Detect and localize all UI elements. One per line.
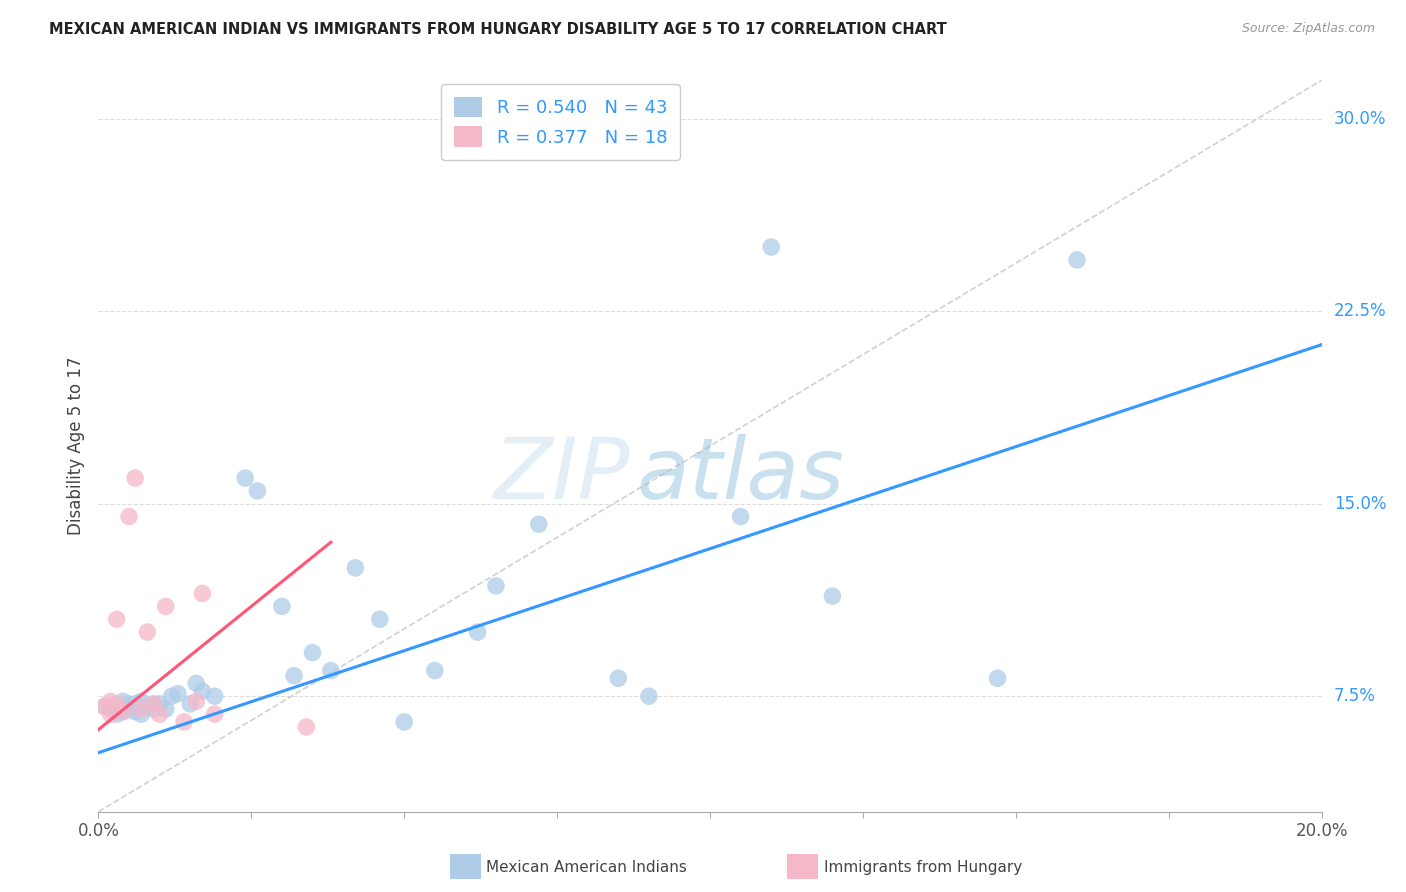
Point [93, 699, 115, 714]
Text: 30.0%: 30.0% [1334, 110, 1386, 128]
Text: atlas: atlas [637, 434, 845, 516]
Text: 15.0%: 15.0% [1334, 495, 1386, 513]
Point [129, 707, 152, 722]
Point [283, 669, 305, 683]
Point [467, 625, 489, 640]
Point [129, 702, 152, 716]
Point [423, 664, 446, 678]
Point [124, 705, 146, 719]
Point [233, 471, 256, 485]
Point [319, 664, 342, 678]
Point [105, 697, 128, 711]
Point [344, 561, 367, 575]
Point [392, 714, 416, 729]
Point [186, 676, 208, 690]
Point [124, 471, 146, 485]
Point [301, 646, 323, 660]
Point [986, 671, 1008, 685]
Point [136, 699, 159, 714]
Point [136, 625, 159, 640]
Text: Source: ZipAtlas.com: Source: ZipAtlas.com [1241, 22, 1375, 36]
Point [246, 483, 269, 498]
Point [100, 694, 122, 708]
Point [167, 687, 190, 701]
Point [142, 697, 165, 711]
Point [155, 702, 177, 716]
Point [1066, 252, 1088, 267]
Point [149, 707, 172, 722]
Point [637, 690, 661, 704]
Legend: R = 0.540   N = 43, R = 0.377   N = 18: R = 0.540 N = 43, R = 0.377 N = 18 [441, 84, 681, 160]
Point [111, 694, 134, 708]
Point [368, 612, 391, 626]
Point [100, 702, 122, 716]
Point [142, 702, 165, 716]
Point [730, 509, 752, 524]
Point [100, 707, 122, 722]
Point [105, 612, 128, 626]
Point [105, 707, 128, 722]
Point [149, 697, 172, 711]
Point [105, 699, 128, 714]
Point [129, 694, 152, 708]
Point [270, 599, 292, 614]
Point [155, 599, 177, 614]
Point [111, 705, 134, 719]
Point [821, 589, 844, 603]
Point [186, 694, 208, 708]
Point [173, 714, 195, 729]
Text: 7.5%: 7.5% [1334, 687, 1375, 706]
Point [118, 697, 141, 711]
Text: Immigrants from Hungary: Immigrants from Hungary [824, 861, 1022, 875]
Text: Mexican American Indians: Mexican American Indians [486, 861, 688, 875]
Y-axis label: Disability Age 5 to 17: Disability Age 5 to 17 [66, 357, 84, 535]
Point [191, 586, 214, 600]
Point [204, 707, 226, 722]
Point [124, 697, 146, 711]
Point [527, 517, 550, 532]
Point [160, 690, 183, 704]
Point [295, 720, 318, 734]
Text: ZIP: ZIP [495, 434, 630, 516]
Point [179, 697, 201, 711]
Point [118, 509, 141, 524]
Point [142, 697, 165, 711]
Text: 22.5%: 22.5% [1334, 302, 1386, 320]
Text: MEXICAN AMERICAN INDIAN VS IMMIGRANTS FROM HUNGARY DISABILITY AGE 5 TO 17 CORREL: MEXICAN AMERICAN INDIAN VS IMMIGRANTS FR… [49, 22, 948, 37]
Point [485, 579, 508, 593]
Point [204, 690, 226, 704]
Point [93, 699, 115, 714]
Point [111, 705, 134, 719]
Point [118, 702, 141, 716]
Point [607, 671, 630, 685]
Point [191, 684, 214, 698]
Point [759, 240, 782, 254]
